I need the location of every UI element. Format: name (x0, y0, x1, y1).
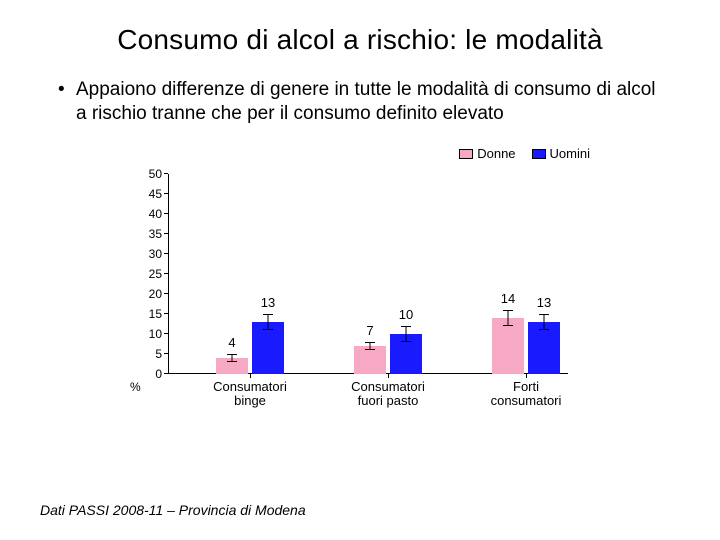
bar-value-label: 4 (228, 335, 235, 350)
y-tick-label: 25 (149, 267, 168, 281)
chart-legend: Donne Uomini (459, 146, 590, 161)
y-tick-label: 5 (155, 347, 168, 361)
slide-title: Consumo di alcol a rischio: le modalità (40, 24, 680, 56)
y-tick-label: 35 (149, 227, 168, 241)
slide: Consumo di alcol a rischio: le modalità … (0, 0, 720, 540)
y-tick-mark (164, 353, 168, 354)
legend-item: Donne (459, 146, 515, 161)
legend-label: Uomini (550, 146, 590, 161)
y-tick-label: 10 (149, 327, 168, 341)
bullet-dot: • (58, 78, 76, 102)
bar (354, 346, 386, 374)
bullet-text: Appaiono differenze di genere in tutte l… (76, 78, 662, 126)
x-tick-mark (250, 374, 251, 378)
y-unit-label: % (130, 380, 141, 394)
y-tick-mark (164, 253, 168, 254)
y-tick-mark (164, 333, 168, 334)
y-tick-mark (164, 213, 168, 214)
y-tick-label: 50 (149, 167, 168, 181)
bar-value-label: 13 (261, 295, 275, 310)
x-tick-mark (526, 374, 527, 378)
y-tick-mark (164, 233, 168, 234)
bar-value-label: 10 (399, 307, 413, 322)
y-tick-mark (164, 293, 168, 294)
y-tick-label: 40 (149, 207, 168, 221)
legend-item: Uomini (532, 146, 590, 161)
category-label: Forticonsumatori (466, 374, 586, 410)
bar-value-label: 7 (366, 323, 373, 338)
x-tick-mark (388, 374, 389, 378)
legend-label: Donne (477, 146, 515, 161)
chart-plot-area: 05101520253035404550413Consumatoribinge7… (168, 174, 568, 374)
y-tick-label: 15 (149, 307, 168, 321)
bar (492, 318, 524, 374)
y-tick-mark (164, 173, 168, 174)
y-tick-label: 20 (149, 287, 168, 301)
y-tick-mark (164, 313, 168, 314)
y-tick-label: 45 (149, 187, 168, 201)
data-source-footer: Dati PASSI 2008-11 – Provincia di Modena (40, 502, 306, 518)
y-tick-mark (164, 373, 168, 374)
bar-value-label: 13 (537, 295, 551, 310)
y-tick-label: 0 (155, 367, 168, 381)
y-tick-mark (164, 193, 168, 194)
legend-swatch (532, 149, 546, 159)
category-label: Consumatorifuori pasto (328, 374, 448, 410)
y-axis (168, 174, 169, 374)
y-tick-mark (164, 273, 168, 274)
bullet-item: • Appaiono differenze di genere in tutte… (58, 78, 662, 126)
y-tick-label: 30 (149, 247, 168, 261)
legend-swatch (459, 149, 473, 159)
category-label: Consumatoribinge (190, 374, 310, 410)
chart: Donne Uomini 0 5 10 15 20 25 30 35 40 45 50 4 13 Consu… (120, 144, 600, 424)
bar-value-label: 14 (501, 291, 515, 306)
